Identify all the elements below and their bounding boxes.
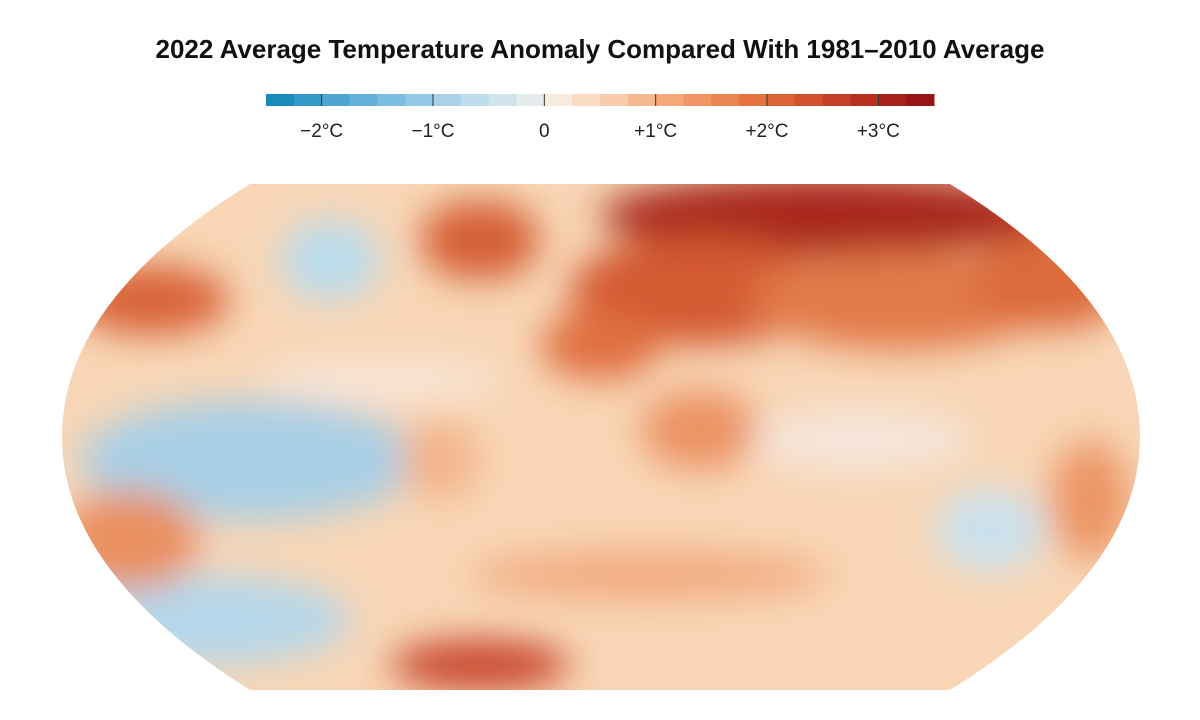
color-legend: −2°C −1°C 0 +1°C +2°C +3°C: [266, 94, 935, 142]
legend-swatch: [739, 94, 768, 106]
legend-swatch: [572, 94, 601, 106]
legend-tick-label: +1°C: [634, 121, 677, 142]
legend-swatch: [683, 94, 712, 106]
legend-swatch: [321, 94, 350, 106]
legend-swatch: [293, 94, 323, 106]
legend-swatch: [600, 94, 629, 106]
legend-swatch: [405, 94, 434, 106]
legend-swatch: [460, 94, 490, 106]
legend-swatch: [544, 94, 573, 106]
legend-tick-label: −1°C: [412, 121, 455, 142]
legend-tick-label: 0: [539, 121, 550, 142]
legend-swatch: [655, 94, 684, 106]
legend-swatch: [377, 94, 406, 106]
legend-swatch: [822, 94, 851, 106]
legend-swatch: [711, 94, 740, 106]
legend-swatch: [488, 94, 517, 106]
legend-tick-label: +3°C: [857, 121, 900, 142]
legend-tick-label: +2°C: [746, 121, 789, 142]
legend-swatch: [627, 94, 657, 106]
legend-swatch: [794, 94, 824, 106]
legend-swatch: [433, 94, 462, 106]
legend-tick-label: −2°C: [300, 121, 343, 142]
legend-swatch: [767, 94, 796, 106]
legend-swatch: [266, 94, 295, 106]
legend-swatch: [906, 94, 935, 106]
legend-swatch: [850, 94, 879, 106]
legend-swatch: [878, 94, 907, 106]
legend-swatch: [349, 94, 378, 106]
map: [62, 184, 1140, 690]
legend-swatch: [516, 94, 545, 106]
title: 2022 Average Temperature Anomaly Compare…: [156, 34, 1045, 64]
